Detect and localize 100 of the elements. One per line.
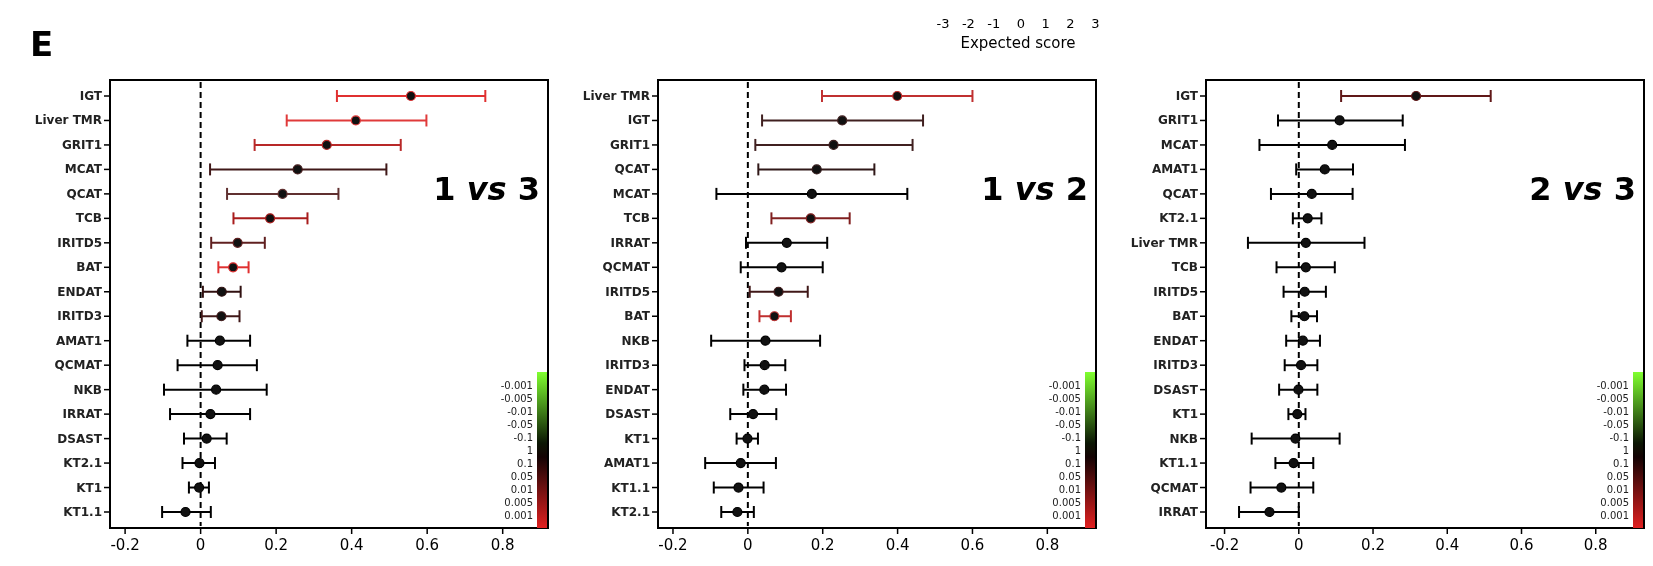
x-tick-label: 0.6 [1509,536,1534,554]
annotation: 0.05 [1606,470,1629,482]
y-tick-label: MCAT [1160,137,1199,152]
annotation: -0.001 [1048,379,1081,391]
annotation: 0.001 [1600,509,1629,521]
y-tick-label: KT1 [624,431,650,446]
point [1306,188,1317,199]
point [350,115,361,126]
y-tick-label: IRITD5 [1153,284,1198,299]
point [1299,286,1310,297]
y-tick-label: Liver TMR [1130,235,1198,250]
y-tick-label: BAT [624,309,651,324]
x-tick-label: 0.4 [885,536,910,554]
y-tick-label: ENDAT [1153,333,1199,348]
annotation: 0.005 [1052,496,1081,508]
annotation: 0.005 [504,496,533,508]
x-tick-label: 0.6 [960,536,985,554]
point [180,506,191,518]
text: E [30,24,54,64]
point [742,433,753,444]
y-tick-label: KT2.1 [1159,211,1198,226]
y-tick-label: QCAT [614,162,651,177]
point [405,90,417,102]
x-tick-label: 0 [1294,536,1304,554]
point [747,409,759,420]
annotation: -0.005 [1596,392,1629,404]
x-tick-label: -0.2 [110,536,140,554]
point [1276,482,1287,493]
annotation: 0.1 [517,457,533,469]
point [194,457,205,469]
point [216,286,227,297]
x-tick-label: 0.2 [810,536,835,554]
y-tick-label: IRITD3 [57,309,102,324]
x-tick-label: 0.2 [264,536,289,554]
annotation: 0.01 [1606,483,1629,495]
annotation: 0.001 [504,509,533,521]
x-tick-label: 0.6 [415,536,440,554]
annotation: -0.001 [1596,379,1629,391]
y-tick-label: QCMAT [602,260,651,275]
y-tick-label: KT1 [76,480,102,495]
y-tick-label: QCAT [66,186,103,201]
y-tick-label: DSAST [57,431,103,446]
y-tick-label: IGT [1175,89,1199,103]
annotation: -0.01 [507,405,533,417]
annotation: -0.05 [507,418,533,430]
x-tick-label: 0.8 [1035,536,1060,554]
annotation: 0.01 [1058,483,1081,495]
y-tick-label: IRRAT [610,235,651,250]
y-tick-label: AMAT1 [1151,162,1198,177]
y-tick-label: NKB [1169,431,1198,446]
annotation: -0.01 [1603,405,1629,417]
x-tick-label: 0.4 [339,536,364,554]
y-tick-label: KT1.1 [1159,456,1198,471]
y-tick-label: DSAST [605,407,651,422]
point [277,188,288,199]
point [1299,311,1310,322]
annotation: -0.01 [1055,405,1081,417]
y-tick-label: TCB [1171,260,1198,275]
annotation: 0.001 [1052,509,1081,521]
annotation: 0.05 [1058,470,1081,482]
y-tick-label: KT2.1 [611,505,650,519]
y-tick-label: IRITD5 [605,284,650,299]
y-tick-label: AMAT1 [603,456,650,471]
annotation: 1 [1622,444,1629,456]
annotation: -0.1 [1061,431,1081,443]
annotation: 1 [526,444,533,456]
point [759,384,770,395]
y-tick-label: QCMAT [1150,480,1199,495]
point [292,164,303,175]
point [1300,237,1311,248]
text: 2 vs 3 [1529,170,1636,208]
annotation: 0.1 [1613,457,1629,469]
point [201,433,212,444]
point [232,237,243,248]
text: 1 vs 3 [433,170,540,208]
y-tick-label: IRITD3 [605,358,650,373]
x-tick-label: -0.2 [1209,536,1240,554]
y-tick-label: GRIT1 [1157,113,1198,128]
annotation: 0.1 [1065,457,1081,469]
annotation: 0.01 [510,483,533,495]
y-tick-label: IGT [627,113,651,128]
text: Expected score [960,34,1076,52]
point [1293,384,1304,395]
x-tick-label: -0.2 [658,536,688,554]
point [1292,409,1303,420]
point [1290,433,1301,444]
x-tick-label: 0.8 [1583,536,1608,554]
point [212,360,223,371]
text: -3 -2 -1 0 1 2 3 [936,16,1100,31]
point [1264,506,1275,518]
annotation: 1 [1074,444,1081,456]
x-tick-label: 0 [195,536,206,554]
y-tick-label: IGT [79,89,103,103]
y-tick-label: MCAT [612,186,651,201]
point [227,262,239,273]
point [1327,139,1338,151]
y-tick-label: TCB [75,211,102,226]
annotation: 0.005 [1600,496,1629,508]
x-tick-label: 0.4 [1435,536,1460,554]
y-tick-label: QCAT [1162,186,1199,201]
